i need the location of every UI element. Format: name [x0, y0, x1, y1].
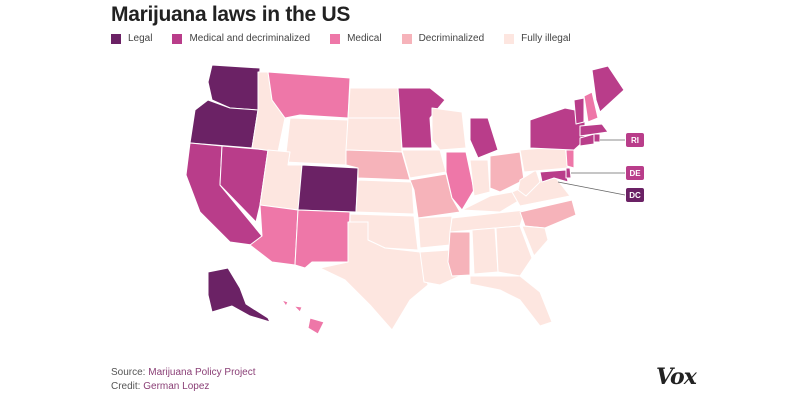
state-maryland[interactable] [539, 169, 569, 183]
state-indiana[interactable] [469, 159, 491, 197]
legend: Legal Medical and decriminalized Medical… [111, 33, 591, 44]
callout-de: DE [626, 166, 644, 180]
legend-item-medical-decriminalized: Medical and decriminalized [172, 33, 310, 44]
legend-item-legal: Legal [111, 33, 152, 44]
state-hawaii-2[interactable] [293, 305, 303, 313]
state-south-dakota[interactable] [345, 117, 403, 153]
legend-label-medical-decriminalized: Medical and decriminalized [189, 33, 311, 44]
legend-label-fully-illegal: Fully illegal [521, 33, 571, 44]
state-alaska[interactable] [207, 267, 271, 323]
legend-swatch-decriminalized [401, 33, 412, 44]
legend-swatch-fully-illegal [504, 33, 515, 44]
state-hawaii-1[interactable] [281, 299, 289, 307]
state-ohio[interactable] [489, 151, 525, 193]
state-south-carolina[interactable] [521, 225, 549, 257]
state-new-mexico[interactable] [294, 209, 351, 269]
state-alabama[interactable] [471, 227, 499, 275]
state-wisconsin[interactable] [431, 107, 467, 151]
state-montana[interactable] [267, 71, 351, 119]
state-new-jersey[interactable] [565, 149, 575, 169]
state-massachusetts[interactable] [579, 123, 609, 137]
source-line: Source: Marijuana Policy Project [111, 366, 256, 380]
state-colorado[interactable] [297, 164, 359, 213]
credit-value: German Lopez [143, 381, 210, 392]
state-michigan[interactable] [469, 117, 499, 159]
legend-swatch-medical-decriminalized [172, 33, 183, 44]
footer: Source: Marijuana Policy Project Credit:… [111, 366, 256, 394]
credit-label: Credit: [111, 381, 141, 392]
state-delaware[interactable] [565, 167, 572, 179]
state-rhode-island[interactable] [593, 133, 601, 143]
state-texas[interactable] [319, 221, 429, 331]
state-wyoming[interactable] [284, 117, 349, 166]
legend-swatch-medical [330, 33, 341, 44]
state-maine[interactable] [591, 65, 625, 113]
state-kansas[interactable] [355, 179, 415, 215]
callout-ri: RI [626, 133, 644, 147]
state-nebraska[interactable] [345, 149, 411, 181]
legend-item-decriminalized: Decriminalized [401, 33, 485, 44]
state-connecticut[interactable] [579, 133, 595, 147]
legend-label-decriminalized: Decriminalized [418, 33, 485, 44]
state-north-carolina[interactable] [519, 199, 577, 229]
state-arkansas[interactable] [417, 215, 453, 249]
callout-line-dc [557, 181, 626, 196]
state-iowa[interactable] [401, 149, 447, 179]
map-title: Marijuana laws in the US [111, 3, 351, 26]
state-new-hampshire[interactable] [583, 91, 599, 123]
source-label: Source: [111, 367, 146, 378]
state-west-virginia[interactable] [517, 169, 541, 197]
state-minnesota[interactable] [397, 87, 446, 149]
source-value: Marijuana Policy Project [148, 367, 256, 378]
legend-label-legal: Legal [128, 33, 153, 44]
vox-logo: Vox [656, 364, 697, 390]
legend-label-medical: Medical [347, 33, 382, 44]
credit-line: Credit: German Lopez [111, 380, 256, 394]
callout-dc: DC [626, 188, 644, 202]
state-north-dakota[interactable] [347, 87, 401, 119]
legend-item-medical: Medical [330, 33, 382, 44]
state-hawaii-3[interactable] [307, 317, 325, 335]
legend-item-fully-illegal: Fully illegal [504, 33, 571, 44]
state-vermont[interactable] [573, 97, 585, 125]
state-mississippi[interactable] [447, 231, 471, 277]
state-florida[interactable] [469, 275, 553, 327]
state-georgia[interactable] [495, 225, 533, 277]
legend-swatch-legal [111, 33, 121, 44]
